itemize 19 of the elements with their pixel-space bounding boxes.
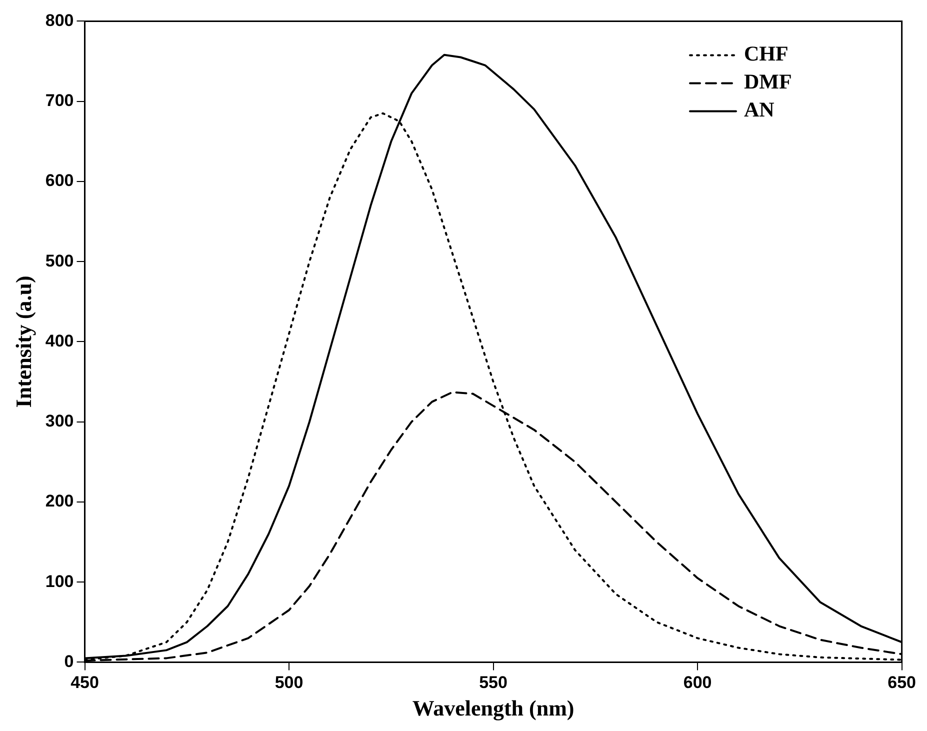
x-tick-label: 600 (683, 673, 712, 692)
y-tick-label: 600 (45, 171, 74, 190)
y-axis-title: Intensity (a.u) (10, 276, 36, 408)
legend-label: CHF (744, 42, 788, 66)
y-tick-label: 200 (45, 492, 74, 511)
y-tick-label: 400 (45, 331, 74, 350)
legend-label: DMF (744, 70, 792, 94)
legend-label: AN (744, 98, 774, 122)
y-tick-label: 300 (45, 412, 74, 431)
x-axis-title: Wavelength (nm) (412, 695, 574, 720)
x-tick-label: 500 (274, 673, 304, 692)
y-tick-label: 100 (45, 572, 74, 591)
x-tick-label: 450 (70, 673, 99, 692)
y-tick-label: 500 (45, 251, 74, 270)
x-tick-label: 550 (479, 673, 508, 692)
x-tick-label: 650 (888, 673, 916, 692)
y-tick-label: 0 (64, 652, 74, 671)
y-tick-label: 800 (45, 10, 74, 30)
y-tick-label: 700 (45, 91, 74, 110)
